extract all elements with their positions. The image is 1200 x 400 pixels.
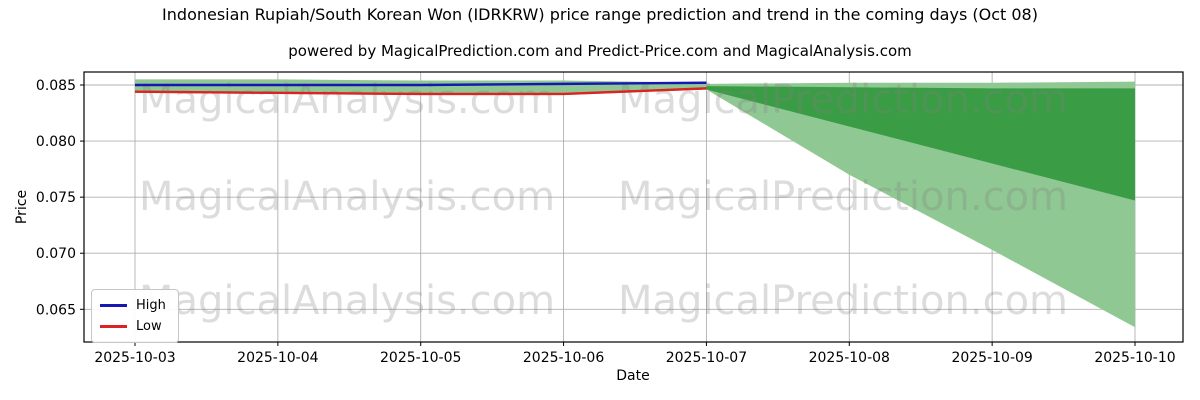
- x-axis-label: Date: [616, 368, 650, 384]
- legend-item-high: High: [100, 295, 166, 316]
- plot-frame: [83, 71, 1184, 343]
- y-tick-label: 0.075: [36, 190, 76, 206]
- high-line: [135, 81, 707, 87]
- y-tick-label: 0.080: [36, 134, 76, 150]
- watermark-text: MagicalAnalysis.com: [139, 174, 555, 220]
- watermark-text: MagicalPrediction.com: [618, 77, 1068, 123]
- y-tick-label: 0.065: [36, 302, 76, 318]
- high-line-swatch: [100, 304, 127, 307]
- x-tick-label: 2025-10-06: [523, 350, 604, 366]
- legend-label-high: High: [136, 298, 166, 313]
- x-tick-label: 2025-10-08: [809, 350, 890, 366]
- price-band-forecast-inner-range: [706, 86, 1135, 201]
- x-tick-label: 2025-10-10: [1094, 350, 1175, 366]
- watermark-text: MagicalPrediction.com: [618, 174, 1068, 220]
- legend-item-low: Low: [100, 316, 166, 337]
- watermark-text: MagicalPrediction.com: [618, 278, 1068, 324]
- chart-title: Indonesian Rupiah/South Korean Won (IDRK…: [162, 5, 1038, 24]
- low-line-swatch: [100, 325, 127, 328]
- y-tick-label: 0.070: [36, 246, 76, 262]
- chart-subtitle: powered by MagicalPrediction.com and Pre…: [288, 42, 912, 60]
- legend-label-low: Low: [136, 319, 162, 334]
- x-tick-label: 2025-10-09: [951, 350, 1032, 366]
- x-tick-label: 2025-10-04: [237, 350, 318, 366]
- y-tick-label: 0.085: [36, 78, 76, 94]
- x-tick-label: 2025-10-03: [94, 350, 175, 366]
- watermark-text: MagicalAnalysis.com: [139, 278, 555, 324]
- x-tick-label: 2025-10-07: [666, 350, 747, 366]
- legend: High Low: [91, 289, 179, 343]
- low-line: [134, 87, 707, 96]
- x-tick-label: 2025-10-05: [380, 350, 461, 366]
